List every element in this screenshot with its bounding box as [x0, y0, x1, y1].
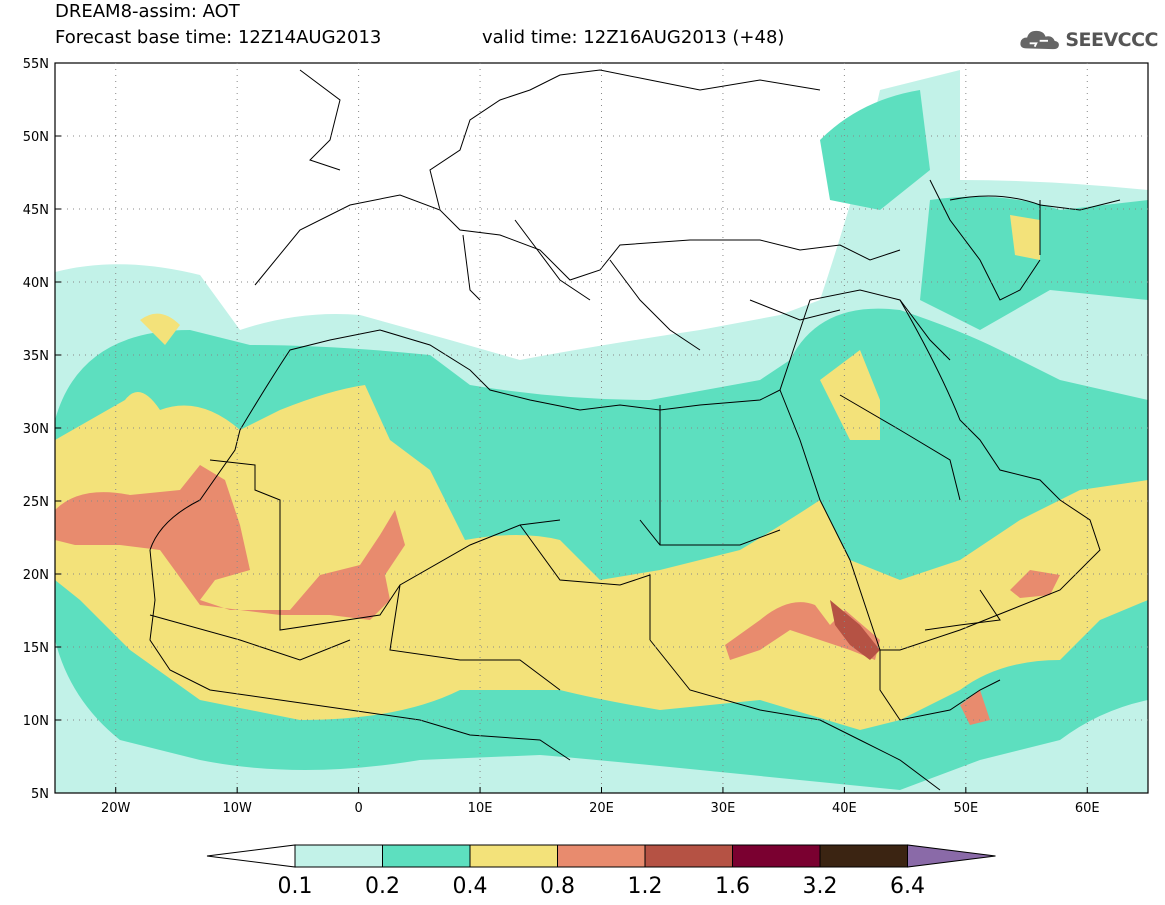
lon-tick-label: 20E — [589, 801, 614, 816]
lat-lon-grid — [55, 62, 1148, 794]
colorbar-label: 6.4 — [890, 874, 925, 899]
lon-tick-label: 0 — [354, 801, 362, 816]
colorbar-segment — [294, 844, 383, 868]
lat-tick-label: 45N — [23, 203, 49, 218]
colorbar-segment — [557, 844, 646, 868]
colorbar-segment — [819, 844, 908, 868]
colorbar-min-arrow — [206, 844, 296, 868]
colorbar-label: 0.1 — [278, 874, 313, 899]
forecast-base-time: Forecast base time: 12Z14AUG2013 — [55, 27, 382, 48]
valid-time: valid time: 12Z16AUG2013 (+48) — [482, 27, 785, 48]
colorbar-label: 0.8 — [540, 874, 575, 899]
lon-tick-label: 10E — [468, 801, 493, 816]
colorbar-segment — [732, 844, 821, 868]
colorbar-segment — [382, 844, 471, 868]
lon-tick-label: 20W — [101, 801, 131, 816]
lon-tick-label: 30E — [711, 801, 736, 816]
lat-tick-label: 40N — [23, 276, 49, 291]
colorbar-label: 0.4 — [453, 874, 488, 899]
cloud-logo-icon — [1020, 30, 1059, 50]
lat-tick-label: 20N — [23, 568, 49, 583]
lat-tick-label: 30N — [23, 422, 49, 437]
lat-tick-label: 25N — [23, 495, 49, 510]
colorbar-segment — [644, 844, 733, 868]
colorbar: 0.1 0.2 0.4 0.8 1.2 1.6 3.2 6.4 — [206, 844, 996, 899]
lon-tick-label: 50E — [953, 801, 978, 816]
lon-tick-label: 10W — [222, 801, 252, 816]
colorbar-segment — [469, 844, 558, 868]
colorbar-label: 1.2 — [628, 874, 663, 899]
lat-tick-label: 35N — [23, 349, 49, 364]
lat-tick-label: 10N — [23, 714, 49, 729]
lat-tick-label: 50N — [23, 130, 49, 145]
lat-tick-label: 5N — [31, 787, 49, 802]
aot-contours — [55, 70, 1148, 793]
seevccc-logo: SEEVCCC — [1018, 22, 1158, 58]
coastlines — [149, 69, 1121, 791]
lon-tick-label: 60E — [1075, 801, 1100, 816]
lat-tick-label: 15N — [23, 641, 49, 656]
colorbar-max-arrow — [907, 844, 996, 868]
aot-band-1.2 — [830, 600, 880, 660]
lat-tick-label: 55N — [23, 57, 49, 72]
axis-labels: 20W 10W 0 10E 20E 30E 40E 50E 60E 5N 10N 15N 20N 25N 3… — [23, 57, 1100, 816]
logo-text: SEEVCCC — [1065, 29, 1158, 51]
colorbar-label: 1.6 — [715, 874, 750, 899]
map-title: DREAM8-assim: AOT — [55, 1, 240, 22]
colorbar-label: 3.2 — [803, 874, 838, 899]
lon-tick-label: 40E — [832, 801, 857, 816]
colorbar-label: 0.2 — [365, 874, 400, 899]
